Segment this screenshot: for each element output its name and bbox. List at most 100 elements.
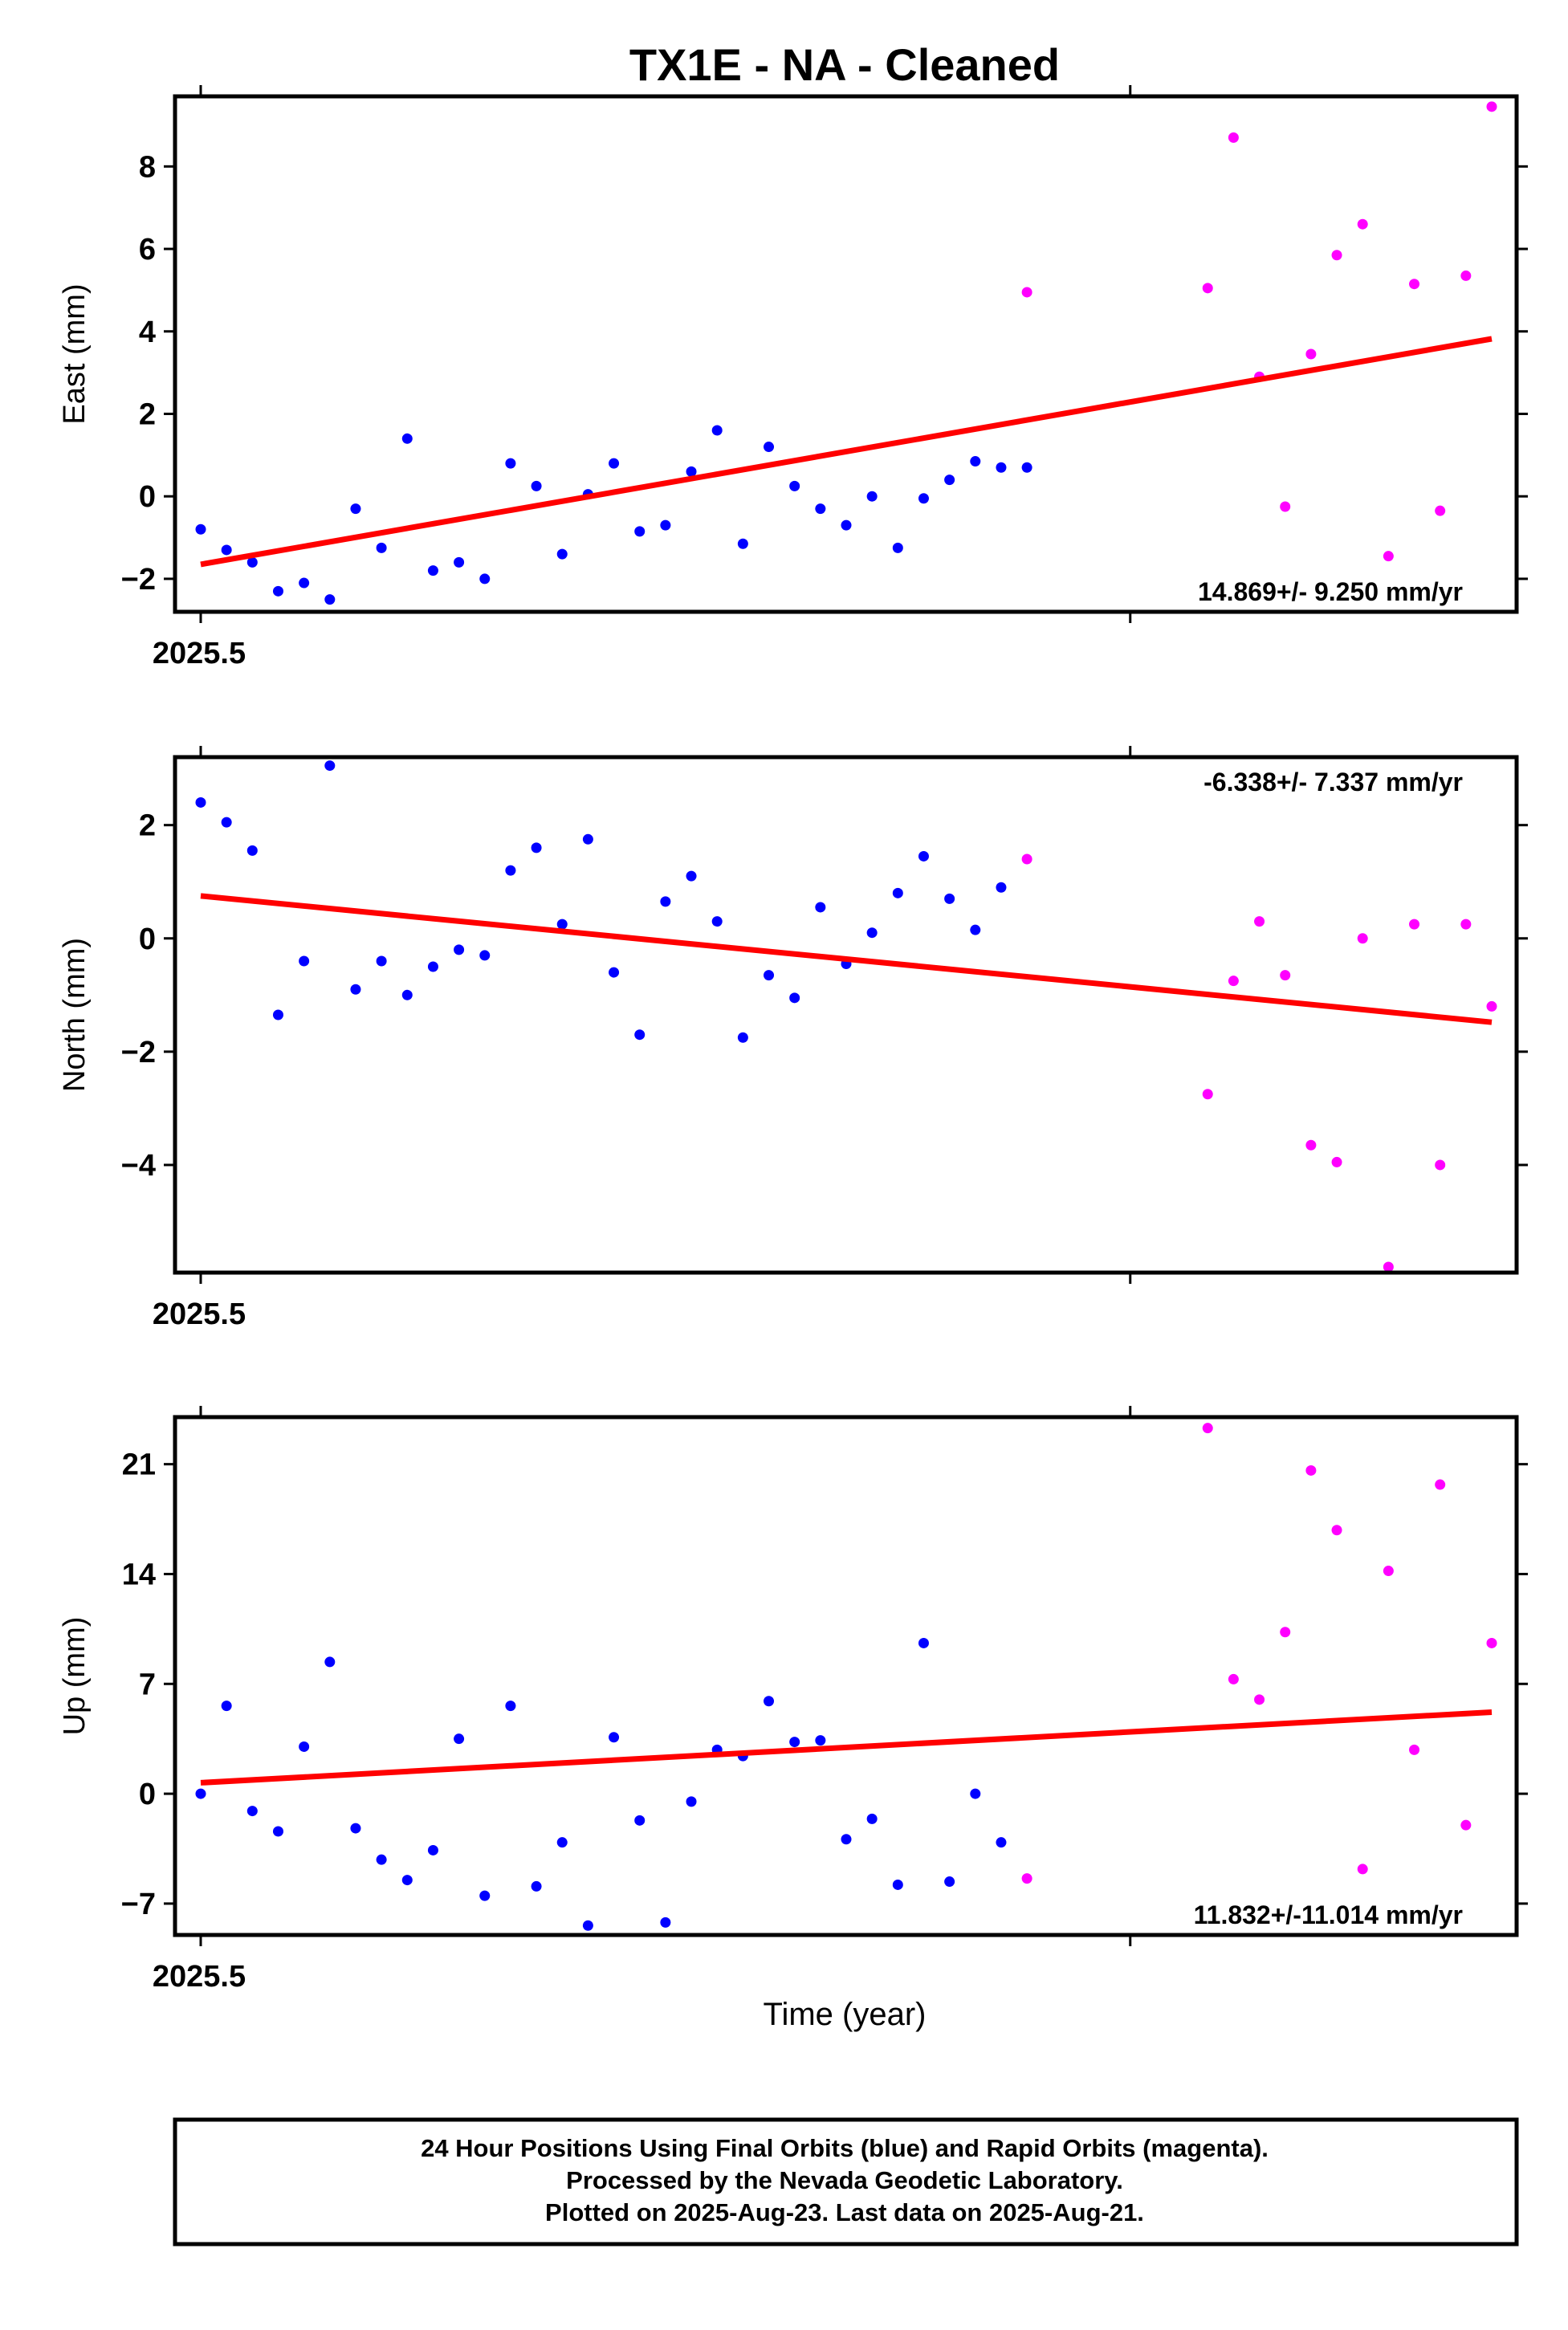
east-final-orbit-point xyxy=(246,556,258,568)
x-axis-label: Time (year) xyxy=(764,1997,927,2032)
east-final-orbit-point xyxy=(711,425,723,436)
up-y-tick-label: 7 xyxy=(139,1668,156,1701)
up-rapid-orbit-point xyxy=(1228,1673,1239,1684)
up-rapid-orbit-point xyxy=(1305,1464,1317,1476)
north-final-orbit-point xyxy=(609,967,620,978)
north-trend-line xyxy=(200,893,1493,1025)
up-final-orbit-point xyxy=(556,1837,568,1848)
north-final-orbit-point xyxy=(660,896,671,907)
east-final-orbit-point xyxy=(634,526,646,537)
up-final-orbit-point xyxy=(531,1880,542,1892)
chart-title: TX1E - NA - Cleaned xyxy=(629,39,1060,90)
east-final-orbit-point xyxy=(686,466,697,477)
north-final-orbit-point xyxy=(815,902,826,913)
up-final-orbit-point xyxy=(479,1890,491,1901)
north-final-orbit-point xyxy=(556,919,568,930)
north-rapid-orbit-point xyxy=(1357,933,1368,944)
up-rate-label: 11.832+/-11.014 mm/yr xyxy=(1194,1900,1463,1929)
up-trend-line xyxy=(200,1709,1493,1786)
north-final-orbit-point xyxy=(221,817,232,828)
up-final-orbit-point xyxy=(454,1733,465,1745)
east-rapid-orbit-point xyxy=(1280,501,1291,512)
north-final-orbit-point xyxy=(892,887,903,898)
east-rapid-orbit-point xyxy=(1021,287,1032,298)
east-final-orbit-point xyxy=(401,433,413,444)
east-rapid-orbit-point xyxy=(1305,348,1317,360)
up-final-orbit-point xyxy=(764,1696,775,1707)
north-final-orbit-point xyxy=(764,970,775,981)
east-rapid-orbit-point xyxy=(1409,279,1420,290)
footer-line-3: Plotted on 2025-Aug-23. Last data on 202… xyxy=(545,2198,1144,2226)
up-final-orbit-point xyxy=(789,1737,800,1748)
east-final-orbit-point xyxy=(944,475,955,486)
north-final-orbit-point xyxy=(996,882,1007,893)
up-y-tick-label: 0 xyxy=(139,1778,156,1811)
east-x-tick-label: 2025.5 xyxy=(153,637,246,670)
north-final-orbit-point xyxy=(918,850,929,862)
east-final-orbit-point xyxy=(970,456,981,467)
up-final-orbit-point xyxy=(221,1701,232,1712)
up-final-orbit-point xyxy=(841,1834,852,1845)
up-final-orbit-point xyxy=(324,1656,336,1668)
east-final-orbit-point xyxy=(531,480,542,491)
north-x-tick-label: 2025.5 xyxy=(153,1297,246,1331)
footer-box xyxy=(173,2117,1519,2246)
east-y-tick-label: 0 xyxy=(139,480,156,514)
east-final-orbit-point xyxy=(427,565,438,576)
up-rapid-orbit-point xyxy=(1331,1525,1342,1536)
up-final-orbit-point xyxy=(815,1735,826,1746)
north-y-tick-label: 2 xyxy=(139,809,156,843)
up-final-orbit-point xyxy=(350,1823,361,1834)
up-final-orbit-point xyxy=(866,1813,878,1824)
north-final-orbit-point xyxy=(479,950,491,961)
up-final-orbit-point xyxy=(918,1637,929,1648)
east-y-tick-label: 4 xyxy=(139,316,156,349)
east-final-orbit-point xyxy=(195,523,206,535)
east-final-orbit-point xyxy=(841,519,852,531)
up-y-tick-label: 21 xyxy=(122,1448,156,1482)
up-rapid-orbit-point xyxy=(1435,1479,1446,1490)
north-final-orbit-point xyxy=(454,944,465,955)
up-final-orbit-point xyxy=(505,1701,516,1712)
east-rapid-orbit-point xyxy=(1460,270,1472,281)
up-final-orbit-point xyxy=(686,1796,697,1807)
east-final-orbit-point xyxy=(376,542,387,553)
north-final-orbit-point xyxy=(970,924,981,935)
east-trend-line xyxy=(200,336,1493,568)
up-rapid-orbit-point xyxy=(1460,1819,1472,1831)
north-rapid-orbit-point xyxy=(1460,919,1472,930)
north-final-orbit-point xyxy=(944,893,955,904)
east-final-orbit-point xyxy=(454,556,465,568)
east-final-orbit-point xyxy=(737,538,748,549)
east-final-orbit-point xyxy=(324,594,336,605)
north-rapid-orbit-point xyxy=(1331,1156,1342,1167)
up-final-orbit-point xyxy=(660,1917,671,1928)
north-final-orbit-point xyxy=(711,916,723,927)
north-final-orbit-point xyxy=(737,1032,748,1043)
up-final-orbit-point xyxy=(634,1815,646,1826)
up-final-orbit-point xyxy=(376,1854,387,1865)
east-final-orbit-point xyxy=(764,442,775,453)
east-final-orbit-point xyxy=(815,503,826,515)
up-final-orbit-point xyxy=(272,1826,283,1837)
north-plot-frame xyxy=(173,755,1519,1275)
north-final-orbit-point xyxy=(324,760,336,772)
north-y-tick-label: 0 xyxy=(139,923,156,956)
north-final-orbit-point xyxy=(531,842,542,853)
north-y-tick-label: −4 xyxy=(121,1149,156,1183)
north-final-orbit-point xyxy=(376,955,387,967)
east-y-tick-label: −2 xyxy=(121,563,156,597)
east-rapid-orbit-point xyxy=(1202,283,1213,294)
east-y-tick-label: 6 xyxy=(139,233,156,267)
east-rapid-orbit-point xyxy=(1435,505,1446,516)
up-y-tick-label: −7 xyxy=(121,1888,156,1921)
east-rate-label: 14.869+/- 9.250 mm/yr xyxy=(1198,577,1463,606)
up-rapid-orbit-point xyxy=(1357,1864,1368,1875)
east-final-orbit-point xyxy=(556,548,568,560)
north-rapid-orbit-point xyxy=(1254,916,1265,927)
east-rapid-orbit-point xyxy=(1486,101,1497,112)
north-rapid-orbit-point xyxy=(1383,1261,1394,1273)
east-final-orbit-point xyxy=(789,480,800,491)
east-final-orbit-point xyxy=(272,585,283,597)
